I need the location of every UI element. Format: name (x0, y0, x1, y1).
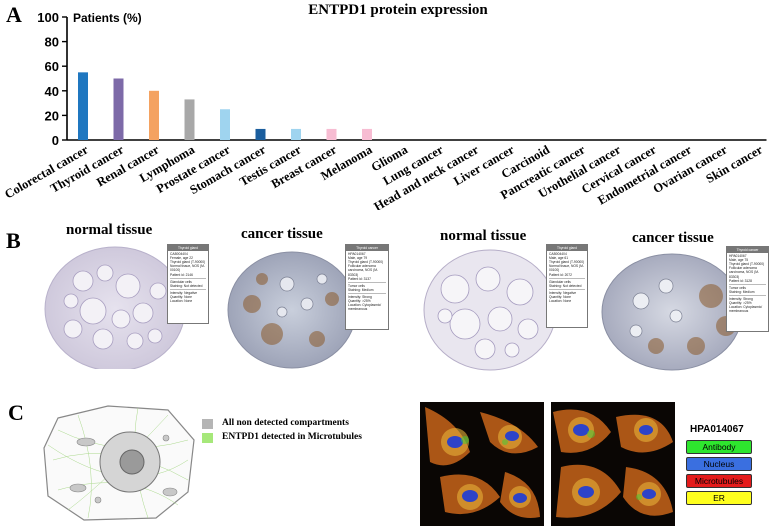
card-header: Thyroid cancer (727, 247, 768, 254)
card-line: Female, age 22 (170, 256, 193, 261)
info-card-1: Thyroid gland CAB004404 Female, age 22 T… (167, 244, 209, 324)
tissue-image-normal-2: Thyroid gland CAB004404 Male, age 61 Thy… (420, 244, 590, 372)
card-section-title: Glandular cells (549, 277, 585, 284)
tissue-image-normal-1: Thyroid gland CAB004404 Female, age 22 T… (43, 241, 211, 369)
info-card-3: Thyroid gland CAB004404 Male, age 61 Thy… (546, 244, 588, 328)
tissue-label-2: cancer tissue (241, 226, 323, 242)
card-line: Normal tissue, NOS (M-00100) (170, 264, 205, 273)
card-line: Normal tissue, NOS (M-00100) (549, 264, 584, 273)
hpa-antibody-id: HPA014067 (690, 424, 744, 435)
card-header: Thyroid gland (168, 245, 208, 252)
card-header: Thyroid cancer (346, 245, 388, 252)
cell-diagram (43, 405, 195, 521)
tissue-core-graphic (423, 249, 557, 371)
tissue-label-3: normal tissue (440, 228, 527, 244)
panel-c-letter: C (8, 400, 24, 425)
card-line: Patient id: 2072 (549, 272, 572, 277)
immunofluorescence-image-1 (420, 402, 544, 526)
card-line: Intensity: Strong (729, 294, 766, 301)
bar (220, 109, 230, 140)
y-tick-label: 0 (52, 133, 59, 148)
card-line: Patient id: 3137 (348, 276, 371, 281)
card-line: Location: None (549, 299, 572, 304)
card-line: Quantity: >25% (348, 299, 371, 304)
channel-key-er: ER (686, 491, 752, 505)
card-line: HPA014067 (729, 254, 747, 259)
card-header: Thyroid gland (547, 245, 587, 252)
card-section-title: Tumor cells (348, 281, 386, 288)
y-tick-label: 40 (45, 84, 59, 99)
y-tick-label: 100 (37, 10, 59, 25)
panel-b-letter: B (6, 228, 21, 253)
bar (326, 128, 337, 140)
tissue-label-1: normal tissue (66, 222, 153, 238)
tissue-image-cancer-1: Thyroid cancer HPA014067 Male, age 79 Th… (222, 244, 390, 372)
card-line: Location: None (170, 299, 193, 304)
card-staining: Staining: Medium (729, 289, 755, 294)
card-line: Quantity: >25% (729, 301, 752, 306)
bar (184, 99, 195, 140)
tissue-image-cancer-2: Thyroid cancer HPA014067 Male, age 75 Th… (596, 246, 770, 374)
card-staining: Staining: Not detected (549, 283, 582, 288)
card-line: Location: Cytoplasmic/ membranous (348, 303, 382, 312)
immunofluorescence-image-2 (551, 402, 675, 526)
card-line: Patient id: 3128 (729, 278, 752, 283)
card-line: Thyroid gland (T-90000) (170, 260, 206, 265)
legend-label-non-detected: All non detected compartments (222, 418, 349, 428)
nucleolus-shape (119, 449, 145, 475)
if-cells-graphic (551, 402, 675, 526)
channel-key-microtubules: Microtubules (686, 474, 752, 488)
card-line: Quantity: None (549, 294, 571, 299)
channel-key-nucleus: Nucleus (686, 457, 752, 471)
y-tick-label: 60 (45, 59, 59, 74)
card-line: Intensity: Negative (170, 288, 206, 295)
channel-key-antibody: Antibody (686, 440, 752, 454)
card-line: Intensity: Strong (348, 292, 386, 299)
card-line: HPA014067 (348, 252, 366, 257)
bar-chart: ENTPD1 protein expression Patients (%) 0 20… (2, 2, 767, 210)
tissue-core-graphic (227, 251, 357, 369)
card-line: Follicular adenoma carcinoma, NOS (M-833… (348, 264, 379, 277)
y-tick-label: 20 (45, 108, 59, 123)
card-section-title: Glandular cells (170, 277, 206, 284)
card-line: Male, age 79 (348, 256, 368, 261)
card-section-title: Tumor cells (729, 283, 766, 290)
card-line: Thyroid gland (T-90000) (549, 260, 585, 265)
legend-label-microtubules: ENTPD1 detected in Microtubules (222, 432, 362, 442)
card-line: Male, age 75 (729, 258, 749, 263)
y-axis-label: Patients (%) (73, 11, 142, 25)
tissue-label-4: cancer tissue (632, 230, 714, 246)
card-line: Thyroid gland (T-90000) (729, 262, 765, 267)
card-line: Quantity: None (170, 294, 192, 299)
card-line: Male, age 61 (549, 256, 569, 261)
card-line: Follicular adenoma carcinoma, NOS (M-833… (729, 266, 760, 279)
card-line: Thyroid gland (T-90000) (348, 260, 384, 265)
chart-title: ENTPD1 protein expression (308, 2, 488, 18)
card-line: CAB004404 (549, 252, 567, 257)
y-tick-label: 80 (45, 35, 59, 50)
card-line: Intensity: Negative (549, 288, 585, 295)
card-line: CAB004404 (170, 252, 188, 257)
panel-a-letter: A (6, 2, 22, 27)
bar (255, 128, 266, 140)
bar (149, 90, 159, 140)
legend-swatch-microtubules (202, 433, 213, 443)
bar (291, 128, 301, 140)
card-line: Location: Cytoplasmic/ membranous (729, 305, 763, 314)
bar (362, 128, 372, 140)
bar (113, 78, 124, 140)
info-card-4: Thyroid cancer HPA014067 Male, age 75 Th… (726, 246, 769, 332)
info-card-2: Thyroid cancer HPA014067 Male, age 79 Th… (345, 244, 389, 330)
tissue-core-graphic (44, 246, 186, 369)
legend-swatch-non-detected (202, 419, 213, 429)
card-staining: Staining: Not detected (170, 283, 203, 288)
card-line: Patient id: 2146 (170, 272, 193, 277)
card-staining: Staining: Medium (348, 287, 374, 292)
bar (78, 72, 88, 140)
tissue-core-graphic (601, 253, 743, 371)
if-cells-graphic (420, 402, 544, 526)
